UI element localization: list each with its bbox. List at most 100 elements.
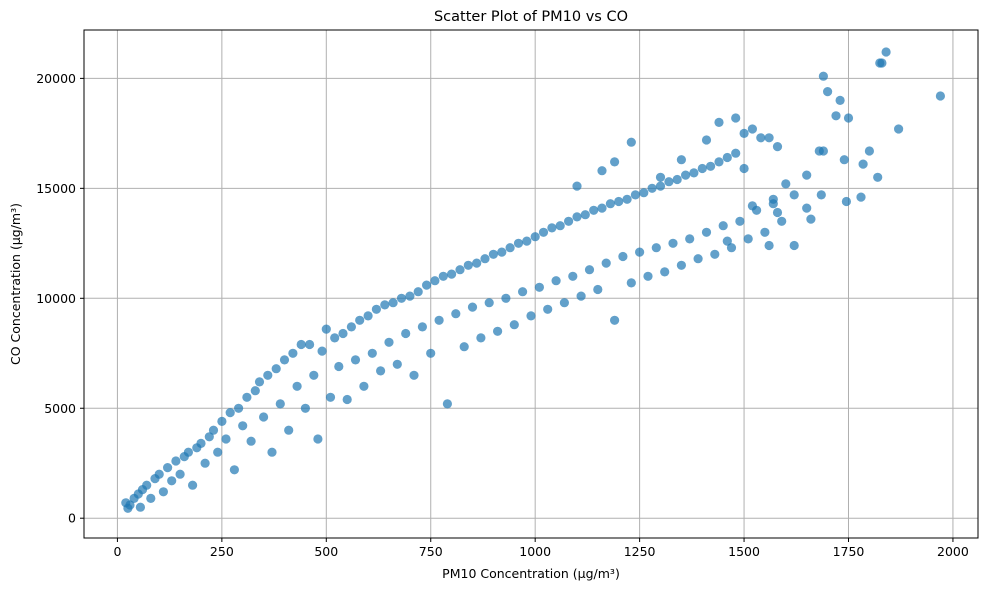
x-tick-label: 0 <box>113 544 121 559</box>
data-point <box>777 216 787 226</box>
data-point <box>263 370 273 380</box>
data-point <box>271 364 281 374</box>
data-point <box>317 346 327 356</box>
data-point <box>543 304 553 314</box>
data-point <box>701 135 712 145</box>
data-point <box>279 355 290 365</box>
data-point <box>726 243 737 253</box>
data-point <box>296 339 306 350</box>
data-point <box>597 166 607 176</box>
x-tick-label: 1500 <box>728 544 760 559</box>
data-point <box>697 163 707 174</box>
data-point <box>731 148 741 158</box>
data-point <box>626 278 636 288</box>
data-point <box>163 463 173 473</box>
data-point <box>706 161 716 171</box>
data-point <box>538 227 549 237</box>
data-point <box>858 159 868 169</box>
data-point <box>267 447 277 457</box>
data-point <box>772 142 783 152</box>
x-tick-label: 500 <box>314 544 338 559</box>
data-point <box>551 276 561 286</box>
x-tick-label: 1250 <box>624 544 656 559</box>
data-point <box>455 265 465 275</box>
data-point <box>823 87 833 97</box>
data-point <box>484 298 494 308</box>
data-point <box>693 254 703 264</box>
data-point <box>864 146 875 156</box>
data-point <box>743 234 753 244</box>
data-point <box>238 421 248 431</box>
data-point <box>559 298 570 308</box>
data-point <box>756 133 766 143</box>
data-point <box>451 309 461 319</box>
chart-title: Scatter Plot of PM10 vs CO <box>434 9 628 25</box>
data-point <box>601 258 611 268</box>
data-point <box>676 155 687 165</box>
data-point <box>614 196 624 207</box>
x-tick-label: 1000 <box>519 544 551 559</box>
data-point <box>618 251 628 262</box>
data-points <box>121 47 946 513</box>
data-point <box>597 203 607 213</box>
data-point <box>284 425 294 435</box>
data-point <box>789 190 799 200</box>
data-point <box>488 249 498 259</box>
x-tick-label: 250 <box>210 544 234 559</box>
data-point <box>584 265 595 275</box>
y-tick-label: 0 <box>68 511 76 526</box>
data-point <box>722 152 732 163</box>
data-point <box>894 124 904 134</box>
data-point <box>384 337 394 347</box>
data-point <box>509 320 519 330</box>
data-point <box>154 469 164 479</box>
data-point <box>346 322 356 332</box>
data-point <box>221 434 231 444</box>
data-point <box>605 199 616 209</box>
data-point <box>651 243 661 253</box>
data-point <box>564 216 574 226</box>
y-tick-label: 20000 <box>36 71 76 86</box>
data-point <box>476 333 486 343</box>
x-tick-label: 2000 <box>937 544 969 559</box>
data-point <box>463 260 473 270</box>
data-point <box>576 291 586 301</box>
data-point <box>183 447 193 457</box>
data-point <box>409 370 419 380</box>
data-point <box>701 227 712 237</box>
data-point <box>622 194 632 204</box>
x-tick-label: 750 <box>419 544 443 559</box>
data-point <box>142 480 152 490</box>
data-point <box>363 311 373 321</box>
data-point <box>167 476 177 486</box>
data-point <box>877 58 887 68</box>
data-point <box>417 322 427 332</box>
data-point <box>376 366 386 376</box>
data-point <box>355 315 365 325</box>
data-point <box>739 163 749 174</box>
data-point <box>610 157 620 167</box>
data-point <box>873 172 883 182</box>
data-point <box>643 271 653 281</box>
data-point <box>447 269 457 279</box>
data-point <box>555 221 565 231</box>
data-point <box>292 381 302 391</box>
data-point <box>146 493 156 503</box>
data-point <box>305 339 315 350</box>
x-axis-label: PM10 Concentration (µg/m³) <box>442 566 620 581</box>
data-point <box>639 188 649 198</box>
axis-ticks: 0 250 500 750 1000 1250 1500 1750 20000500010000… <box>36 71 969 559</box>
data-point <box>816 190 826 200</box>
data-point <box>647 183 657 193</box>
data-point <box>580 210 590 220</box>
data-point <box>530 232 540 242</box>
data-point <box>802 203 812 213</box>
data-point <box>242 392 252 402</box>
data-point <box>392 359 402 369</box>
data-point <box>935 91 946 101</box>
data-point <box>493 326 503 336</box>
data-point <box>685 234 695 244</box>
data-point <box>497 247 507 257</box>
data-point <box>718 221 728 231</box>
data-point <box>135 502 145 512</box>
